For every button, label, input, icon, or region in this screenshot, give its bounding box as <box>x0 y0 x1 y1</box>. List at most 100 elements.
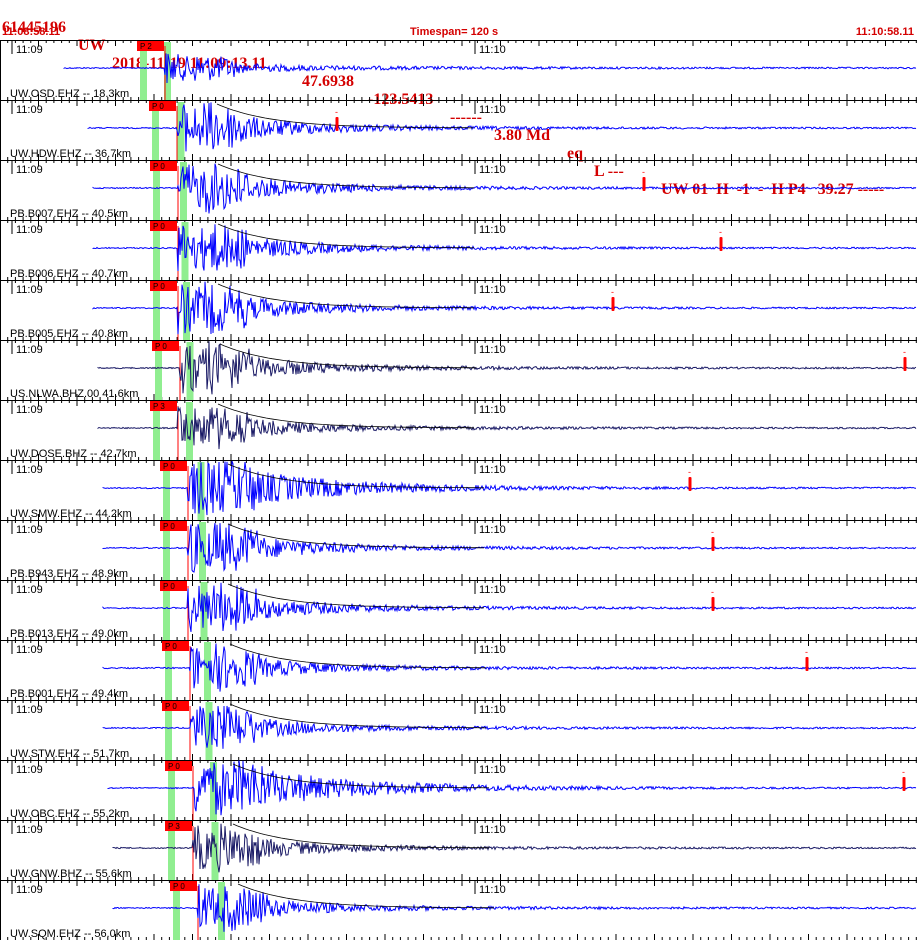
p-pick-band <box>155 342 162 400</box>
coda-end-label: - <box>902 767 905 777</box>
minute-label-1110: 11:10 <box>479 764 506 776</box>
coda-end-marker[interactable] <box>711 597 715 611</box>
trace-row[interactable]: 11:09 11:10 P 0 - PB.B013.EHZ -- 49.0km <box>0 580 917 640</box>
p-pick-flag[interactable] <box>165 761 192 771</box>
trace-row[interactable]: 11:09 11:10 P 0 - PB.B005.EHZ -- 40.8km <box>0 280 917 340</box>
trace-row[interactable]: 11:09 11:10 P 0 - PB.B001.EHZ -- 49.4km <box>0 640 917 700</box>
coda-end-marker[interactable] <box>335 117 339 131</box>
coda-envelope <box>219 343 476 369</box>
coda-end-marker[interactable] <box>903 357 907 371</box>
station-label: UW.OBC.EHZ -- 55.2km <box>10 808 129 820</box>
p-pick-flag[interactable] <box>160 581 187 591</box>
p-pick-flag[interactable] <box>150 401 177 411</box>
coda-end-label: - <box>711 587 714 597</box>
waveform <box>102 643 917 692</box>
p-pick-band <box>163 582 170 640</box>
coda-end-marker[interactable] <box>805 657 809 671</box>
event-id: 61445196 <box>2 19 66 36</box>
minute-label-1109: 11:09 <box>16 704 43 716</box>
p-pick-label: P 3 <box>168 822 180 831</box>
minute-label-1110: 11:10 <box>479 464 506 476</box>
coda-envelope <box>217 283 474 309</box>
event-right-info: UW 01 H -1 - H P4 39.27 ----- <box>661 181 885 198</box>
p-pick-flag[interactable] <box>149 101 176 111</box>
coda-envelope <box>227 583 484 609</box>
p-pick-flag[interactable] <box>152 341 179 351</box>
minute-label-1110: 11:10 <box>479 824 506 836</box>
waveform <box>102 705 917 749</box>
coda-envelope <box>232 763 489 789</box>
trace-row[interactable]: 11:09 11:10 P 0 UW.STW.EHZ -- 51.7km <box>0 700 917 760</box>
p-pick-label: P 2 <box>140 42 152 51</box>
minute-label-1109: 11:09 <box>16 284 43 296</box>
minute-label-1109: 11:09 <box>16 644 43 656</box>
coda-envelope <box>229 703 486 729</box>
seismogram-panel[interactable]: 11:09 11:10 P 2 UW.OSD.EHZ -- 18.3km 11:09 11… <box>0 40 917 940</box>
trace-row[interactable]: 11:09 11:10 P 3 UW.DOSE.BHZ -- 42.7km <box>0 400 917 460</box>
p-pick-label: P 0 <box>165 642 177 651</box>
trace-row[interactable]: 11:09 11:10 P 0 - PB.B007.EHZ -- 40.5km <box>0 160 917 220</box>
event-lat: 47.6938 <box>302 73 354 90</box>
minute-label-1109: 11:09 <box>16 44 43 56</box>
minute-label-1109: 11:09 <box>16 344 43 356</box>
waveform <box>107 760 917 816</box>
coda-end-marker[interactable] <box>611 297 615 311</box>
p-pick-flag[interactable] <box>150 221 177 231</box>
minute-label-1110: 11:10 <box>479 164 506 176</box>
s-pick-band <box>218 882 225 940</box>
trace-row[interactable]: 11:09 11:10 P 2 UW.OSD.EHZ -- 18.3km <box>0 40 917 100</box>
minute-label-1110: 11:10 <box>479 344 506 356</box>
event-header: 61445196 UW 2018-11-19 11:09:13.11 47.69… <box>0 0 917 198</box>
p-pick-label: P 0 <box>163 582 175 591</box>
trace-row[interactable]: 11:09 11:10 P 0 - PB.B943.EHZ -- 48.9km <box>0 520 917 580</box>
coda-end-label: - <box>642 167 645 177</box>
minute-label-1110: 11:10 <box>479 44 506 56</box>
coda-end-marker[interactable] <box>711 537 715 551</box>
p-pick-flag[interactable] <box>150 281 177 291</box>
trace-row[interactable]: 11:09 11:10 P 0 UW.SQM.EHZ -- 56.0km <box>0 880 917 940</box>
p-pick-flag[interactable] <box>137 41 164 51</box>
trace-row[interactable]: 11:09 11:10 P 0 - US.NLWA.BHZ.00 41.6km <box>0 340 917 400</box>
trace-row[interactable]: 11:09 11:10 P 3 UW.GNW.BHZ -- 55.6km <box>0 820 917 880</box>
minute-label-1109: 11:09 <box>16 464 43 476</box>
coda-end-marker[interactable] <box>719 237 723 251</box>
p-pick-band <box>152 102 159 160</box>
waveform <box>97 341 917 395</box>
coda-end-marker[interactable] <box>688 477 692 491</box>
coda-end-marker[interactable] <box>902 777 906 791</box>
waveform <box>92 281 917 335</box>
waveform <box>87 102 917 152</box>
minute-label-1110: 11:10 <box>479 884 506 896</box>
p-pick-band <box>153 402 160 460</box>
station-label: PB.B006.EHZ -- 40.7km <box>10 268 128 280</box>
p-pick-flag[interactable] <box>165 821 192 831</box>
p-pick-label: P 0 <box>163 522 175 531</box>
event-dashes: ------ <box>450 109 482 126</box>
p-pick-band <box>173 882 180 940</box>
waveform <box>112 884 917 932</box>
s-pick-band <box>211 822 219 880</box>
trace-row[interactable]: 11:09 11:10 P 0 - UW.HDW.EHZ -- 36.7km <box>0 100 917 160</box>
coda-envelope <box>217 223 474 249</box>
p-pick-flag[interactable] <box>160 521 187 531</box>
p-pick-band <box>163 522 170 580</box>
trace-row[interactable]: 11:09 11:10 P 0 - UW.SMW.EHZ -- 44.2km <box>0 460 917 520</box>
p-pick-band <box>140 42 147 100</box>
coda-end-marker[interactable] <box>642 177 646 191</box>
coda-envelope <box>227 523 484 549</box>
station-label: UW.SMW.EHZ -- 44.2km <box>10 508 132 520</box>
p-pick-label: P 0 <box>155 342 167 351</box>
trace-row[interactable]: 11:09 11:10 P 0 - PB.B006.EHZ -- 40.7km <box>0 220 917 280</box>
p-pick-flag[interactable] <box>162 701 189 711</box>
p-pick-flag[interactable] <box>160 461 187 471</box>
trace-row[interactable]: 11:09 11:10 P 0 - UW.OBC.EHZ -- 55.2km <box>0 760 917 820</box>
station-label: PB.B013.EHZ -- 49.0km <box>10 628 128 640</box>
minute-label-1109: 11:09 <box>16 824 43 836</box>
p-pick-label: P 0 <box>168 762 180 771</box>
p-pick-flag[interactable] <box>150 161 177 171</box>
p-pick-label: P 3 <box>153 402 165 411</box>
s-pick-band <box>199 522 206 580</box>
p-pick-flag[interactable] <box>170 881 197 891</box>
p-pick-flag[interactable] <box>162 641 189 651</box>
